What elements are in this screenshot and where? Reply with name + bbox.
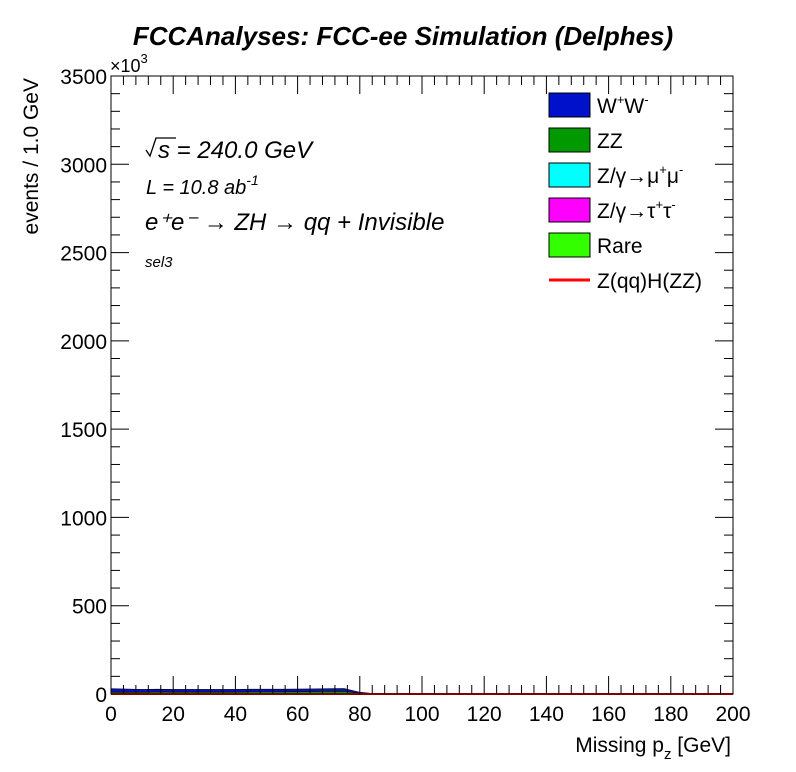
legend-item-3-swatch <box>548 162 591 188</box>
y-exponent-label: ×103 <box>110 51 148 76</box>
x-tick-label: 180 <box>653 703 688 726</box>
x-tick-label: 120 <box>467 703 502 726</box>
y-exponent-power: 3 <box>141 51 148 66</box>
x-tick-label: 100 <box>404 703 439 726</box>
annotation-lumi-main: L = 10.8 ab <box>146 177 246 199</box>
chart-title: FCCAnalyses: FCC-ee Simulation (Delphes) <box>133 21 673 51</box>
annotation-selection: sel3 <box>145 254 173 271</box>
x-tick-label: 200 <box>715 703 750 726</box>
y-axis-label: events / 1.0 GeV <box>20 78 43 234</box>
x-tick-label: 40 <box>224 703 247 726</box>
y-exponent-base: ×10 <box>110 56 141 76</box>
annotation-sqrt-s-text: s = 240.0 GeV <box>158 137 314 164</box>
legend-item-1-label: W+W- <box>597 92 649 118</box>
legend-item-5-label: Rare <box>597 235 643 258</box>
legend-item-2-label: ZZ <box>597 130 623 153</box>
x-tick-label: 60 <box>286 703 309 726</box>
annotation-process: e⁺e⁻ → ZH → qq + Invisible <box>145 209 444 236</box>
y-tick-label: 0 <box>95 684 107 707</box>
annotation-sqrt-s: s = 240.0 GeV <box>145 137 314 164</box>
x-axis-label-main: Missing p <box>575 734 664 757</box>
x-tick-label: 160 <box>591 703 626 726</box>
x-axis-label-unit: [GeV] <box>671 734 731 757</box>
y-tick-label: 1500 <box>60 419 107 442</box>
legend-item-4-swatch <box>548 197 591 223</box>
annotation-lumi-power: -1 <box>246 172 258 188</box>
y-tick-label: 2500 <box>60 243 107 266</box>
legend: W+W- ZZ Z/γ→μ+μ- Z/γ→τ+τ- Rare Z(qq)H(ZZ) <box>548 92 702 293</box>
axis-ticks: 0 20 40 60 80 100 120 140 160 180 2000500100015002… <box>60 66 750 726</box>
y-tick-label: 3000 <box>60 154 107 177</box>
x-axis-label-sub: z <box>664 746 672 763</box>
x-tick-label: 80 <box>348 703 371 726</box>
y-tick-label: 2000 <box>60 331 107 354</box>
legend-item-2-swatch <box>548 127 591 153</box>
annotation-lumi: L = 10.8 ab-1 <box>146 172 259 199</box>
legend-item-4-label: Z/γ→τ+τ- <box>597 197 676 223</box>
legend-item-5-swatch <box>548 232 591 258</box>
legend-item-6-label: Z(qq)H(ZZ) <box>597 270 702 293</box>
y-tick-label: 1000 <box>60 507 107 530</box>
y-tick-label: 500 <box>72 596 107 619</box>
legend-item-3-label: Z/γ→μ+μ- <box>597 162 683 188</box>
x-axis-label: Missing pz [GeV] <box>575 734 731 763</box>
x-tick-label: 140 <box>529 703 564 726</box>
legend-item-1-swatch <box>548 92 591 118</box>
x-tick-label: 20 <box>162 703 185 726</box>
y-tick-label: 3500 <box>60 66 107 89</box>
x-tick-label: 0 <box>105 703 117 726</box>
